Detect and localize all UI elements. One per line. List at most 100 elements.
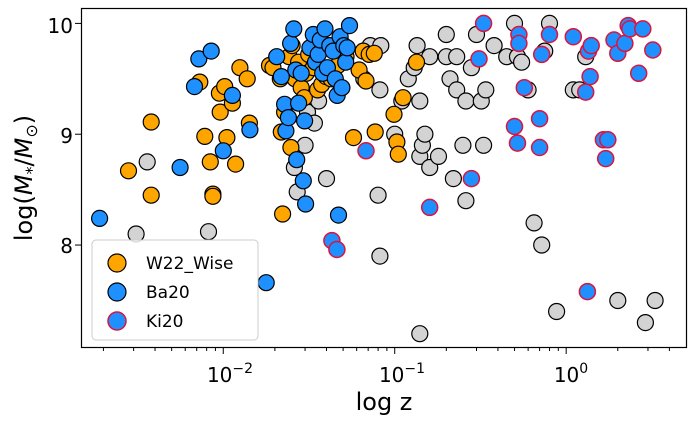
x-tick-labels: 10−2 10−1 100 (207, 361, 588, 387)
data-point-ki20 (508, 134, 527, 152)
y-tick-label-10: 10 (48, 14, 73, 38)
data-point-ki20 (510, 34, 528, 53)
legend-marker-ki20 (107, 311, 127, 331)
data-point-other (411, 325, 429, 343)
data-point-ki20 (470, 50, 488, 68)
data-point-ki20 (505, 117, 524, 136)
data-point-other (444, 170, 462, 188)
legend-box (91, 239, 259, 341)
data-point-other (646, 291, 664, 310)
data-point-ba20 (190, 50, 208, 68)
data-point-ki20 (644, 41, 662, 59)
data-point-w22-wise (142, 186, 160, 204)
data-point-ki20 (540, 25, 559, 44)
data-point-other (416, 125, 434, 143)
x-tick-label-1e0: 100 (554, 361, 588, 387)
data-point-other (437, 25, 455, 44)
legend-label-w22-wise: W22_Wise (146, 254, 233, 274)
data-point-other (369, 186, 387, 204)
data-point-w22-wise (274, 205, 292, 223)
data-point-ba20 (202, 42, 220, 60)
data-point-other (429, 147, 448, 165)
data-point-other (371, 247, 389, 265)
data-point-ki20 (634, 20, 652, 38)
data-point-ba20 (294, 172, 312, 190)
data-point-ba20 (285, 20, 303, 38)
data-point-ki20 (629, 64, 648, 83)
data-point-ba20 (223, 86, 241, 105)
data-point-other (138, 153, 156, 171)
data-point-w22-wise (238, 70, 256, 88)
data-point-w22-wise (211, 103, 229, 121)
legend: W22_Wise Ba20 Ki20 (91, 239, 259, 341)
data-point-ba20 (90, 209, 109, 227)
data-point-w22-wise (201, 153, 219, 171)
data-point-other (457, 192, 475, 210)
data-point-ba20 (272, 67, 290, 86)
data-point-ki20 (581, 67, 599, 86)
data-point-ba20 (290, 94, 308, 112)
data-point-other (448, 48, 466, 66)
data-point-w22-wise (365, 44, 383, 62)
x-tick-label-1e-1: 10−1 (379, 361, 425, 387)
data-point-ba20 (338, 39, 356, 57)
data-point-ki20 (616, 34, 634, 53)
data-point-w22-wise (366, 123, 384, 141)
data-point-ba20 (337, 53, 355, 71)
y-axis-title: log(M*/M⊙) (10, 115, 41, 241)
data-point-other (477, 81, 495, 99)
data-point-w22-wise (142, 113, 160, 131)
data-point-ba20 (292, 64, 310, 82)
data-point-other (408, 36, 426, 55)
data-point-other (475, 136, 493, 154)
y-tick-labels: 8 9 10 (48, 14, 73, 258)
data-point-w22-wise (227, 155, 245, 173)
data-points-layer (90, 14, 664, 343)
data-point-ba20 (257, 274, 275, 292)
data-point-w22-wise (119, 162, 138, 180)
data-point-ki20 (328, 240, 346, 259)
data-point-w22-wise (204, 187, 222, 205)
data-point-w22-wise (357, 72, 375, 90)
data-point-other (317, 170, 336, 188)
data-point-ba20 (268, 48, 286, 66)
data-point-other (636, 314, 655, 332)
data-point-other (457, 92, 475, 110)
legend-label-ki20: Ki20 (146, 312, 184, 332)
legend-marker-w22-wise (107, 253, 127, 273)
data-point-ba20 (333, 79, 351, 97)
data-point-other (547, 302, 566, 321)
legend-label-ba20: Ba20 (146, 283, 190, 303)
data-point-other (411, 92, 429, 110)
data-point-ki20 (474, 14, 493, 33)
data-point-ki20 (420, 198, 439, 217)
legend-marker-ba20 (107, 282, 127, 302)
data-point-other (199, 223, 218, 241)
data-point-ki20 (357, 142, 375, 160)
data-point-other (609, 291, 627, 310)
data-point-other (454, 136, 472, 154)
data-point-ba20 (329, 206, 348, 224)
data-point-ba20 (241, 121, 259, 139)
y-tick-label-8: 8 (60, 234, 73, 258)
data-point-ba20 (171, 158, 189, 177)
data-point-w22-wise (394, 89, 412, 107)
data-point-ki20 (576, 83, 595, 101)
data-point-other (371, 81, 389, 99)
data-point-ba20 (279, 108, 297, 127)
data-point-ba20 (214, 142, 232, 160)
y-tick-label-9: 9 (60, 124, 73, 148)
data-point-ki20 (578, 282, 597, 301)
data-point-ki20 (515, 78, 534, 97)
data-point-ki20 (596, 149, 615, 168)
data-point-w22-wise (389, 145, 407, 163)
data-point-w22-wise (407, 53, 426, 71)
data-point-ba20 (288, 151, 306, 169)
data-point-other (485, 36, 503, 55)
data-point-ba20 (297, 195, 315, 213)
data-point-other (525, 214, 543, 232)
data-point-other (533, 236, 551, 254)
data-point-ba20 (316, 20, 334, 38)
x-axis-title: log z (356, 388, 413, 416)
